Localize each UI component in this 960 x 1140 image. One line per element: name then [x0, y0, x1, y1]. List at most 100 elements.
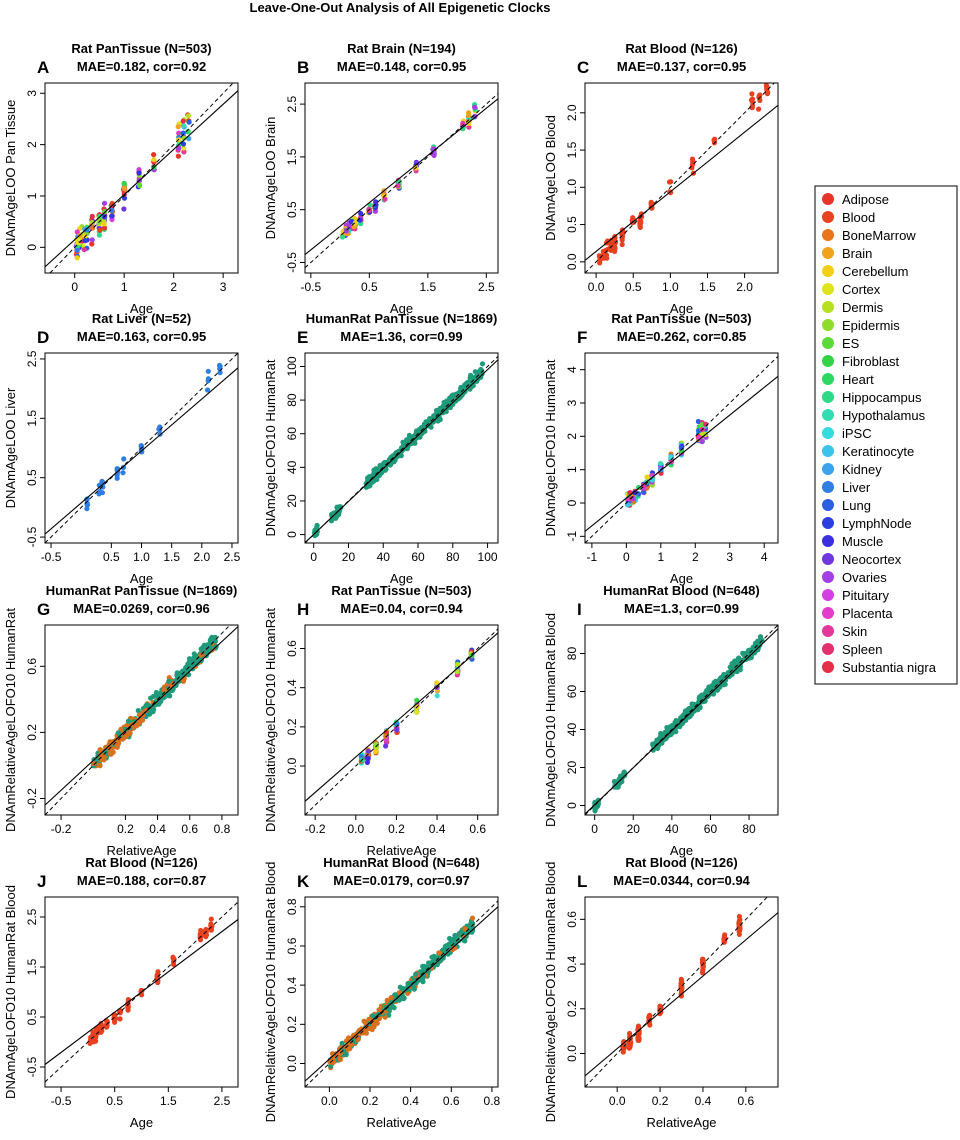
data-point	[699, 438, 705, 445]
data-point	[605, 246, 611, 252]
panel-K: HumanRat Blood (N=648) MAE=0.0179, cor=0.…	[263, 855, 501, 1130]
data-point	[109, 207, 115, 213]
panel-title: Rat Brain (N=194)	[347, 41, 456, 56]
data-point	[137, 183, 143, 189]
y-tick-label: 3	[565, 399, 579, 406]
data-point	[84, 506, 90, 512]
panel-subtitle: MAE=0.0179, cor=0.97	[333, 873, 470, 888]
data-point	[466, 120, 472, 127]
panel-subtitle: MAE=0.137, cor=0.95	[617, 59, 746, 74]
x-tick-label: 60	[704, 822, 718, 836]
panel-subtitle: MAE=1.3, cor=0.99	[624, 601, 739, 616]
panel-F: Rat PanTissue (N=503) MAE=0.262, cor=0.85…	[543, 311, 779, 586]
fit-line	[305, 98, 498, 255]
legend-swatch	[822, 391, 834, 403]
legend-item: Cortex	[822, 282, 881, 297]
legend-swatch	[822, 301, 834, 313]
panel-letter: J	[37, 872, 46, 891]
panel-title: HumanRat Blood (N=648)	[323, 855, 479, 870]
data-point	[155, 978, 161, 984]
legend-item: Hypothalamus	[822, 408, 926, 423]
legend-item: Blood	[822, 210, 875, 225]
x-tick-label: 4	[761, 550, 768, 564]
y-tick-label: 2	[565, 433, 579, 440]
data-point	[450, 946, 456, 953]
panel-subtitle: MAE=1.36, cor=0.99	[340, 329, 462, 344]
data-point	[120, 470, 126, 476]
data-point	[180, 141, 186, 147]
legend-swatch	[822, 643, 834, 655]
data-point	[383, 733, 389, 739]
data-point	[458, 929, 464, 935]
data-point	[101, 225, 108, 231]
legend-label: Keratinocyte	[842, 444, 914, 459]
panel-letter: E	[297, 328, 308, 347]
legend-label: Cortex	[842, 282, 881, 297]
fit-line	[45, 90, 238, 268]
data-point	[395, 183, 401, 189]
data-point	[151, 157, 157, 163]
data-point	[93, 1038, 99, 1044]
x-tick-label: 0.0	[347, 822, 364, 836]
legend-label: Substantia nigra	[842, 660, 937, 675]
legend-item: Ovaries	[822, 570, 887, 585]
legend-swatch	[822, 535, 834, 547]
y-tick-label: 100	[285, 356, 299, 376]
data-point	[139, 449, 145, 455]
panel-letter: C	[577, 58, 589, 77]
data-point	[627, 1041, 633, 1047]
panel-title: HumanRat PanTissue (N=1869)	[46, 583, 238, 598]
data-point	[411, 986, 417, 992]
data-point	[188, 661, 194, 667]
panel-J: Rat Blood (N=126) MAE=0.188, cor=0.87 J -0.…	[3, 855, 239, 1130]
y-tick-label: 0	[565, 802, 579, 809]
x-tick-label: 1.5	[699, 280, 716, 294]
data-point	[343, 1052, 349, 1058]
x-tick-label: 60	[411, 550, 425, 564]
data-point	[697, 699, 703, 706]
data-point	[122, 726, 128, 733]
data-point	[420, 424, 426, 430]
data-point	[74, 229, 80, 235]
fit-line	[305, 359, 498, 543]
data-point	[666, 179, 673, 185]
data-point	[425, 422, 432, 428]
data-point	[445, 943, 451, 949]
x-tick-label: 0	[591, 822, 598, 836]
data-point	[117, 1010, 123, 1016]
data-point	[101, 221, 107, 227]
panel-E: HumanRat PanTissue (N=1869) MAE=1.36, cor…	[263, 311, 499, 586]
y-axis-label: DNAmRelativeAgeLOFO10 HumanRat	[263, 608, 278, 832]
plot-frame	[584, 82, 779, 274]
legend-item: LymphNode	[822, 516, 912, 531]
x-axis-label: RelativeAge	[366, 843, 436, 858]
y-tick-label: -0.5	[25, 1056, 39, 1077]
legend-label: BoneMarrow	[842, 228, 916, 243]
x-tick-label: 0.0	[321, 1094, 338, 1108]
data-point	[96, 491, 102, 497]
legend-label: Dermis	[842, 300, 884, 315]
x-tick-label: 0.0	[588, 280, 605, 294]
data-point	[597, 257, 603, 263]
fit-line	[585, 104, 778, 261]
fit-line	[305, 632, 498, 802]
data-point	[125, 1007, 131, 1013]
legend-label: Hippocampus	[842, 390, 922, 405]
data-point	[690, 160, 696, 167]
legend-item: Dermis	[822, 300, 884, 315]
legend-item: Liver	[822, 480, 871, 495]
data-point	[197, 937, 204, 943]
identity-line	[305, 93, 498, 269]
data-point	[414, 697, 420, 703]
plot-frame	[44, 624, 239, 816]
legend-item: Hippocampus	[822, 390, 922, 405]
x-tick-label: 0.5	[625, 280, 642, 294]
data-point	[332, 513, 338, 519]
data-point	[383, 743, 389, 749]
data-point	[356, 1027, 362, 1033]
data-point	[140, 717, 146, 723]
data-point	[194, 660, 200, 667]
y-tick-label: 2	[25, 141, 39, 148]
y-tick-label: 1.5	[25, 958, 39, 975]
plot-frame	[584, 896, 779, 1088]
